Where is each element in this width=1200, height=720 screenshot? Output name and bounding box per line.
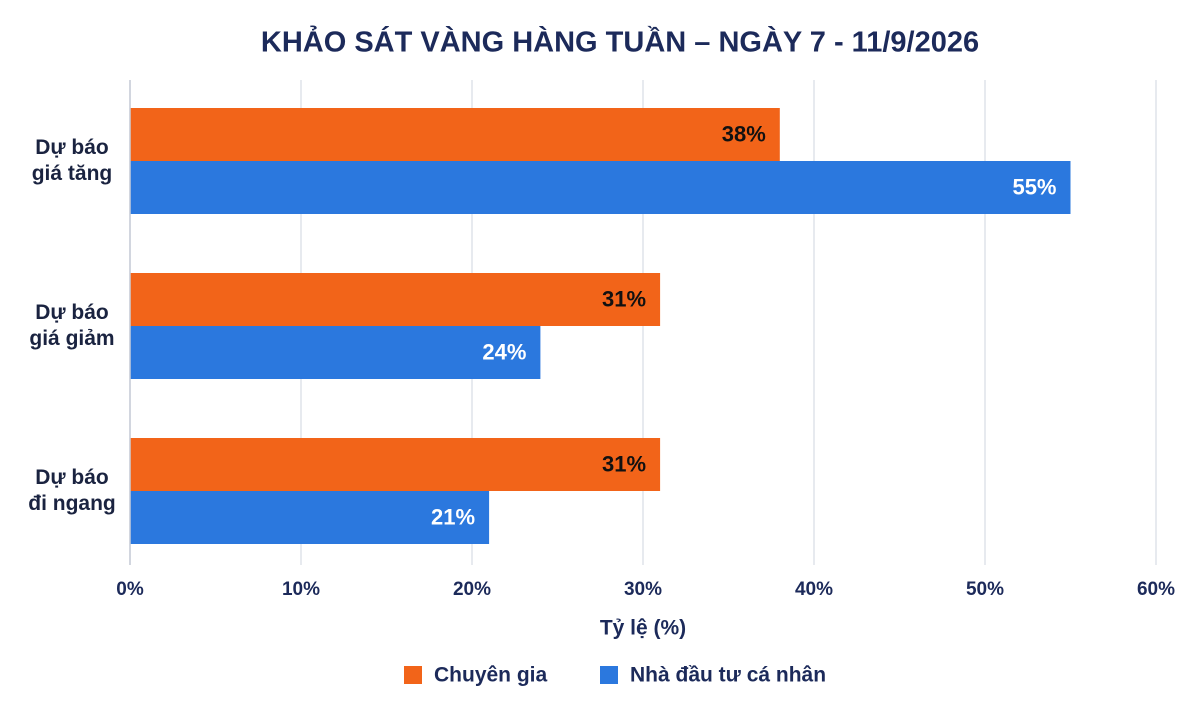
x-tick-label: 60%	[1137, 579, 1175, 600]
x-tick-label: 50%	[966, 579, 1004, 600]
category-label: Dự báo giá giảm	[29, 301, 114, 350]
category-label: Dự báo đi ngang	[28, 466, 116, 515]
x-tick-label: 10%	[282, 579, 320, 600]
x-tick-label: 30%	[624, 579, 662, 600]
value-label: 31%	[602, 286, 646, 311]
x-tick-label: 40%	[795, 579, 833, 600]
x-tick-label: 20%	[453, 579, 491, 600]
legend-swatch	[600, 666, 618, 684]
chart-title: KHẢO SÁT VÀNG HÀNG TUẦN – NGÀY 7 - 11/9/…	[261, 25, 979, 59]
bar	[130, 108, 780, 161]
legend-label: Chuyên gia	[434, 664, 548, 687]
bar	[130, 438, 661, 491]
bar	[130, 491, 490, 544]
x-tick-label: 0%	[116, 579, 144, 600]
category-label: Dự báo giá tăng	[32, 136, 113, 185]
bar	[130, 273, 661, 326]
bar	[130, 326, 541, 379]
bar	[130, 161, 1071, 214]
x-axis-label: Tỷ lệ (%)	[600, 617, 686, 640]
value-label: 21%	[431, 504, 475, 529]
value-label: 24%	[482, 339, 526, 364]
value-label: 38%	[722, 121, 766, 146]
legend-label: Nhà đầu tư cá nhân	[630, 664, 826, 687]
value-label: 55%	[1012, 174, 1056, 199]
legend-swatch	[404, 666, 422, 684]
value-label: 31%	[602, 451, 646, 476]
